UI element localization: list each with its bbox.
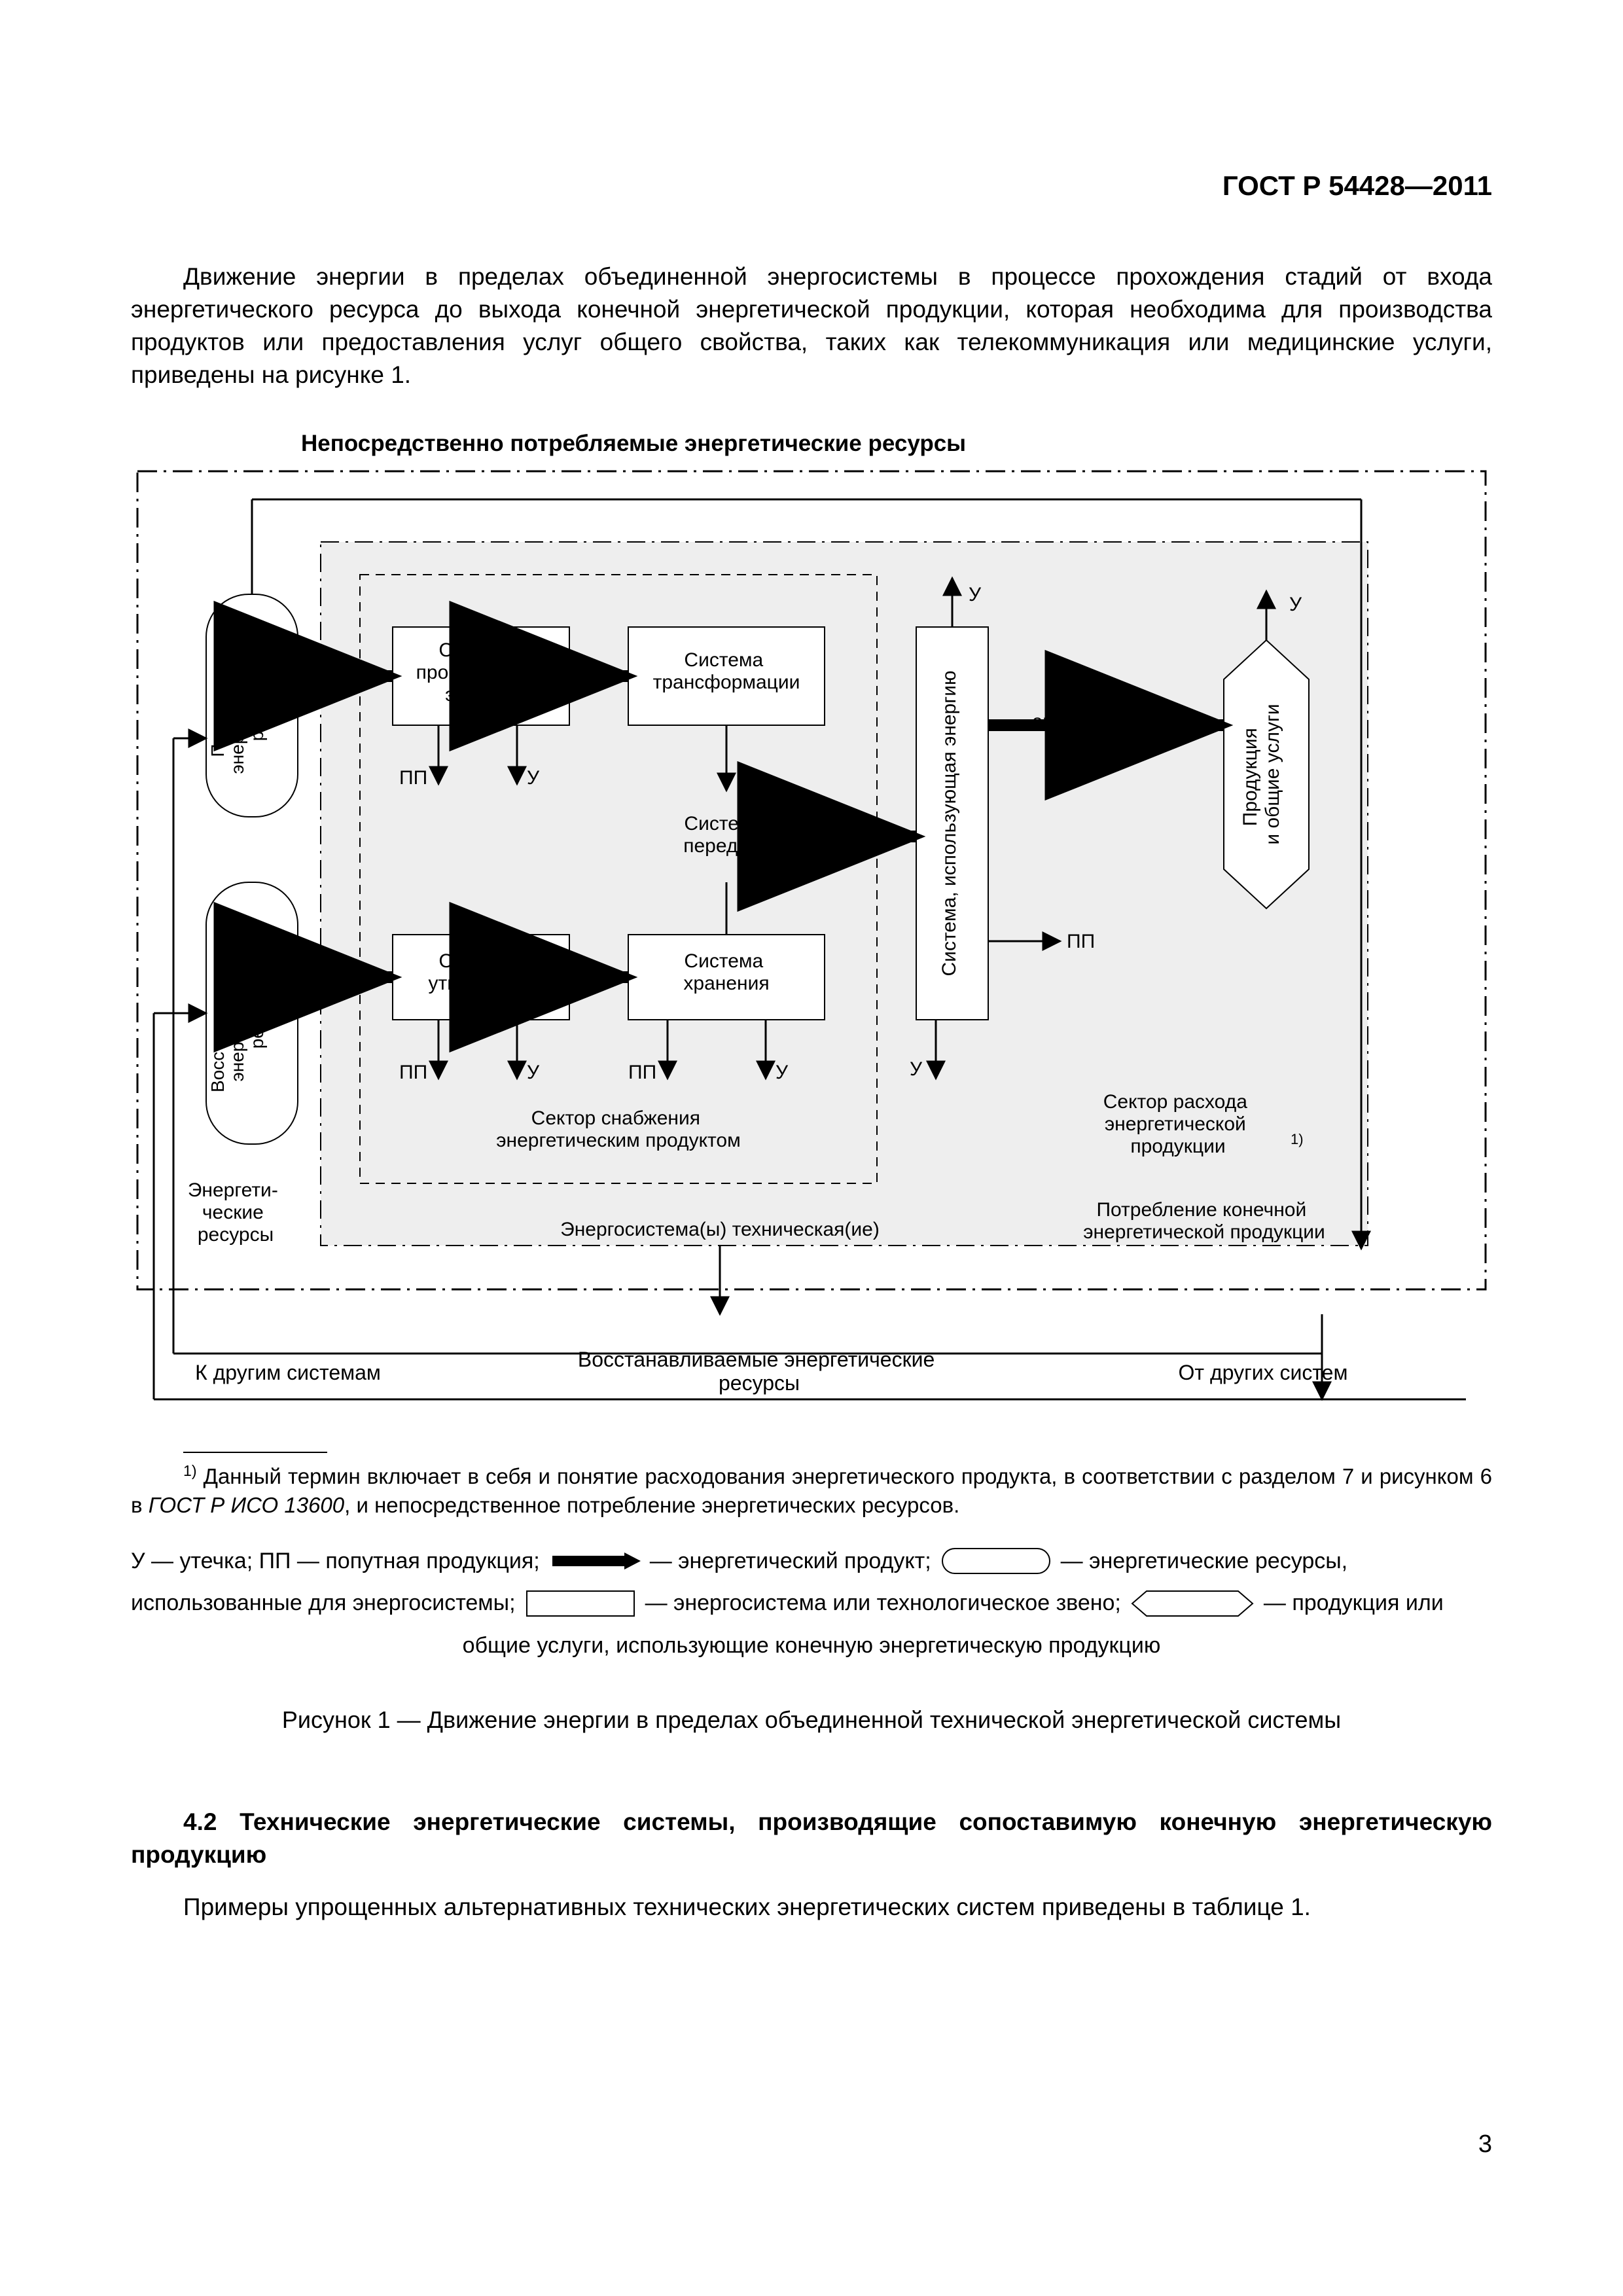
section-heading: 4.2 Технические энергетические системы, … <box>131 1806 1492 1871</box>
legend-u-pp: У — утечка; ПП — попутная продукция; <box>131 1540 540 1583</box>
thick-arrow-icon <box>549 1551 641 1571</box>
svg-text:У: У <box>776 1062 789 1083</box>
footnote-text: Данный термин включает в себя и понятие … <box>131 1464 1492 1518</box>
svg-text:ПП: ПП <box>399 1062 427 1083</box>
svg-text:Энергосистема(ы) техническая(и: Энергосистема(ы) техническая(ие) <box>560 1219 880 1240</box>
svg-text:Сектор снабжения энерг: Сектор снабжения энергетическим продукто… <box>496 1107 741 1151</box>
section-body: Примеры упрощенных альтернативных технич… <box>131 1891 1492 1924</box>
figure-caption: Рисунок 1 — Движение энергии в пределах … <box>131 1706 1492 1734</box>
legend-thick-arrow: — энергетический продукт; <box>650 1540 931 1583</box>
page-number: 3 <box>1478 2130 1492 2159</box>
svg-text:У: У <box>1289 594 1302 615</box>
figure-legend: У — утечка; ПП — попутная продукция; — э… <box>131 1540 1492 1667</box>
svg-text:ПП: ПП <box>399 767 427 789</box>
energy-flow-diagram: Природные энергетические ресурсы Восстан… <box>131 463 1492 1432</box>
svg-text:У: У <box>527 767 540 789</box>
svg-text:К другим системам: К другим системам <box>195 1361 381 1384</box>
footnote-marker: 1) <box>183 1462 197 1479</box>
footnote-rule <box>183 1452 327 1453</box>
svg-text:Потребление конечной э: Потребление конечной энергетической прод… <box>1083 1199 1325 1243</box>
svg-text:Продукция и общие услу: Продукция и общие услуги <box>1240 704 1283 844</box>
legend-rounded: — энергетические ресурсы, <box>1061 1540 1347 1583</box>
legend-line3: общие услуги, использующие конечную энер… <box>463 1624 1161 1667</box>
svg-text:ПП: ПП <box>628 1062 656 1083</box>
intro-paragraph: Движение энергии в пределах объединенной… <box>131 260 1492 391</box>
svg-text:Система хранения: Система хранения <box>683 950 769 994</box>
svg-text:У: У <box>910 1058 923 1080</box>
svg-text:Система, использующая энергию: Система, использующая энергию <box>938 670 960 976</box>
svg-text:Система передачи: Система передачи <box>683 813 770 857</box>
legend-line2-prefix: использованные для энергосистемы; <box>131 1582 516 1624</box>
rect-icon <box>525 1589 636 1618</box>
svg-text:1): 1) <box>1291 1131 1304 1147</box>
svg-text:Восстанавливаемые энергетическ: Восстанавливаемые энергетические ресурсы <box>578 1348 940 1395</box>
svg-text:Энергети- ческие: Энергети- ческие ресурсы <box>188 1179 283 1246</box>
doc-header: ГОСТ Р 54428—2011 <box>131 170 1492 202</box>
hex-icon <box>1130 1589 1255 1618</box>
legend-hex: — продукция или <box>1264 1582 1444 1624</box>
svg-text:У: У <box>969 584 982 605</box>
svg-text:Система утилизации: Система утилизации <box>429 950 534 994</box>
svg-text:От других систем: От других систем <box>1179 1361 1348 1384</box>
footnote: 1) Данный термин включает в себя и понят… <box>131 1461 1492 1520</box>
svg-text:ПП: ПП <box>1067 931 1095 952</box>
figure-top-label: Непосредственно потребляемые энергетичес… <box>301 431 1492 457</box>
rounded-rect-icon <box>940 1547 1052 1575</box>
legend-rect: — энергосистема или технологическое звен… <box>645 1582 1121 1624</box>
svg-text:У: У <box>527 1062 540 1083</box>
